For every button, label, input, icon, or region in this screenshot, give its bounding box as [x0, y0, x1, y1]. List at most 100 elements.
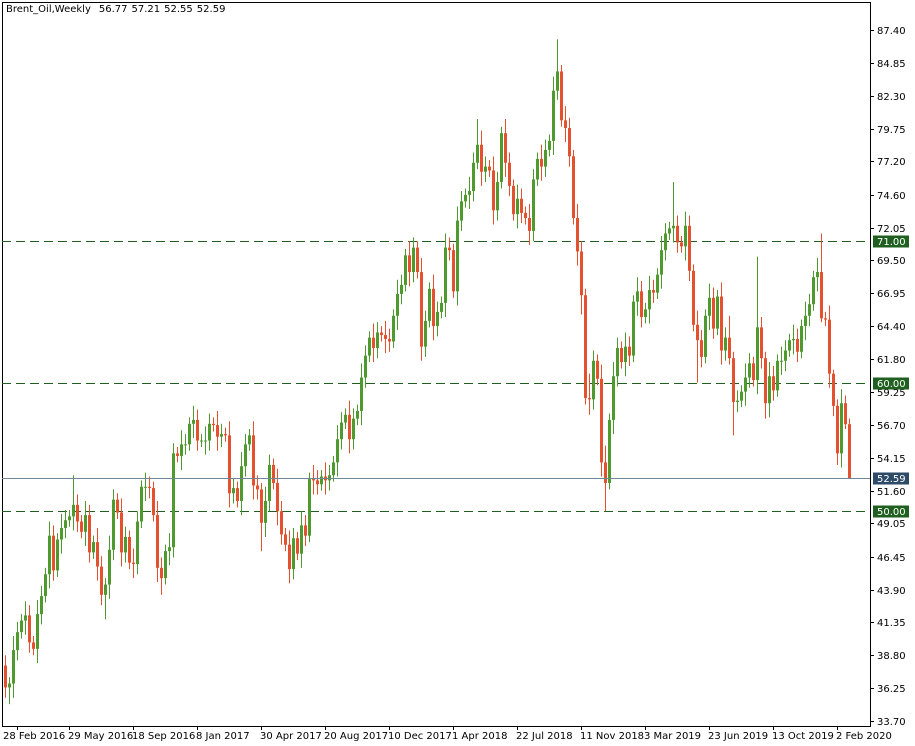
- candle-body: [336, 439, 339, 463]
- candle-body: [800, 326, 803, 352]
- candle-body: [620, 347, 623, 363]
- candle-body: [220, 434, 223, 437]
- x-tick-label: 29 May 2016: [68, 731, 133, 742]
- candle-body: [664, 233, 667, 251]
- candle-body: [688, 225, 691, 271]
- candle-body: [72, 504, 75, 517]
- candle-body: [392, 315, 395, 342]
- candle-body: [84, 515, 87, 532]
- candle-body: [612, 376, 615, 420]
- x-tick-label: 18 Sep 2016: [132, 731, 195, 742]
- candle-body: [464, 194, 467, 202]
- x-tick-label: 8 Jan 2017: [196, 731, 250, 742]
- candle-body: [528, 218, 531, 231]
- header-high: 57.21: [132, 4, 161, 15]
- candle-body: [576, 218, 579, 252]
- candle-body: [348, 414, 351, 440]
- candle-body: [384, 335, 387, 339]
- candle-body: [472, 162, 475, 192]
- candle-body: [232, 488, 235, 494]
- chart-title: Brent_Oil,Weekly: [6, 4, 91, 15]
- candle-body: [208, 423, 211, 441]
- candle-body: [484, 166, 487, 172]
- candle-body: [172, 453, 175, 548]
- candle-body: [712, 297, 715, 329]
- candle-body: [340, 422, 343, 440]
- candle-body: [364, 355, 367, 378]
- candle-body: [452, 250, 455, 292]
- chart-header: Brent_Oil,Weekly 56.77 57.21 52.55 52.59: [6, 4, 225, 15]
- candle-body: [748, 363, 751, 378]
- candle-body: [356, 410, 359, 419]
- candle-body: [760, 327, 763, 359]
- y-tick-label: 56.70: [877, 421, 906, 432]
- y-tick-label: 41.35: [877, 618, 906, 629]
- candle-body: [136, 521, 139, 564]
- candle-body: [36, 614, 39, 649]
- y-tick-label: 49.05: [877, 519, 906, 530]
- y-tick-label: 33.70: [877, 717, 906, 728]
- candle-body: [796, 338, 799, 352]
- candle-body: [404, 255, 407, 285]
- candle-body: [120, 512, 123, 553]
- candle-body: [60, 527, 63, 540]
- level-label-box: [873, 505, 909, 518]
- header-close: 52.59: [197, 4, 226, 15]
- x-tick-label: 2 Feb 2020: [836, 731, 892, 742]
- header-low: 52.55: [164, 4, 193, 15]
- candle-body: [540, 158, 543, 167]
- candle-body: [408, 255, 411, 273]
- y-tick-label: 87.40: [877, 26, 906, 37]
- candle-body: [224, 434, 227, 436]
- candle-body: [296, 538, 299, 554]
- candle-body: [820, 272, 823, 319]
- y-tick-label: 36.25: [877, 684, 906, 695]
- candle-body: [524, 212, 527, 219]
- candle-body: [736, 400, 739, 402]
- candle-body: [468, 191, 471, 195]
- candle-body: [456, 220, 459, 292]
- candle-body: [440, 302, 443, 312]
- candle-body: [228, 435, 231, 494]
- candle-body: [532, 179, 535, 231]
- candle-body: [204, 440, 207, 442]
- candle-body: [240, 466, 243, 501]
- candle-body: [716, 296, 719, 329]
- candle-body: [112, 499, 115, 550]
- candle-body: [700, 340, 703, 357]
- x-tick-label: 1 Apr 2018: [452, 731, 507, 742]
- candle-body: [504, 133, 507, 163]
- candle-body: [496, 182, 499, 211]
- candle-body: [720, 296, 723, 351]
- candle-body: [412, 247, 415, 273]
- candle-body: [272, 464, 275, 483]
- candle-body: [264, 500, 267, 523]
- level-label-box: [873, 377, 909, 390]
- candle-body: [564, 120, 567, 129]
- candle-body: [256, 485, 259, 490]
- candle-body: [168, 547, 171, 552]
- candle-body: [260, 489, 263, 523]
- candle-body: [200, 440, 203, 442]
- x-tick-label: 22 Jul 2018: [516, 731, 573, 742]
- x-tick-label: 13 Oct 2019: [772, 731, 834, 742]
- candle-body: [588, 398, 591, 400]
- candle-body: [584, 295, 587, 399]
- y-tick-label: 82.30: [877, 92, 906, 103]
- candle-body: [492, 170, 495, 211]
- candle-body: [836, 405, 839, 454]
- candle-body: [508, 162, 511, 186]
- candle-body: [608, 419, 611, 483]
- candle-body: [184, 444, 187, 446]
- candle-body: [548, 140, 551, 150]
- candle-body: [424, 320, 427, 347]
- y-tick-label: 66.95: [877, 289, 906, 300]
- candle-body: [632, 301, 635, 356]
- y-tick-label: 51.60: [877, 487, 906, 498]
- candle-body: [48, 535, 51, 575]
- y-tick-label: 74.60: [877, 191, 906, 202]
- candle-body: [316, 480, 319, 485]
- candle-body: [680, 242, 683, 247]
- candle-body: [80, 521, 83, 532]
